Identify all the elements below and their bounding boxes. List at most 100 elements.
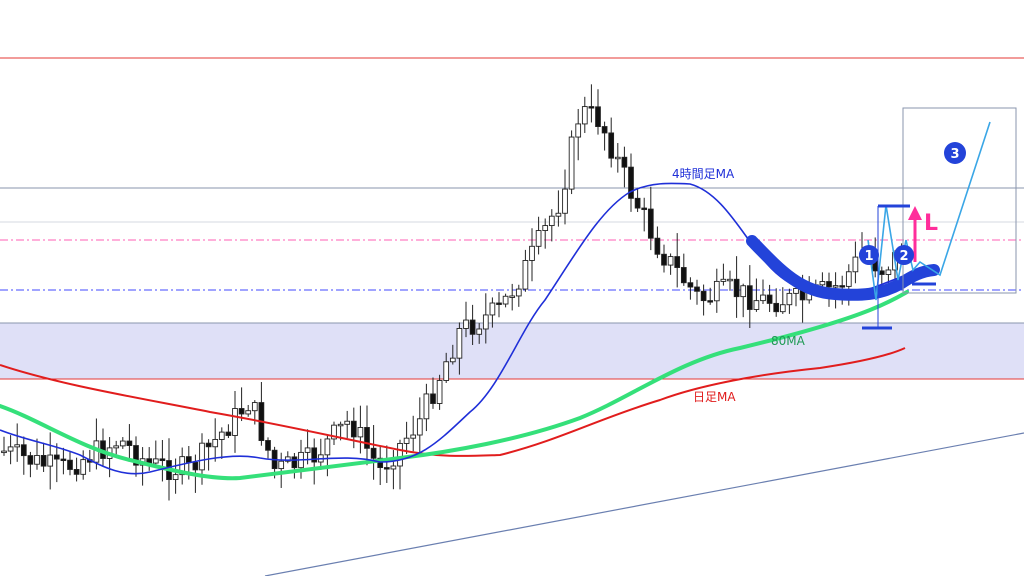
candle-body xyxy=(522,260,529,290)
candle-body xyxy=(60,458,67,462)
candle-body xyxy=(40,454,47,467)
candle-body xyxy=(469,319,476,335)
candle-body xyxy=(73,469,80,475)
candle-body xyxy=(832,285,839,288)
candle-body xyxy=(496,302,502,305)
candle-body xyxy=(839,285,846,288)
candle-body xyxy=(192,461,199,471)
candle-body xyxy=(456,328,463,359)
step-marker-3: 3 xyxy=(944,142,966,164)
trend-line xyxy=(264,432,1024,576)
80ma-line xyxy=(0,290,909,481)
candle-body xyxy=(311,447,318,463)
candle-body xyxy=(397,442,403,467)
candle-body xyxy=(324,438,331,456)
candle-body xyxy=(278,460,285,470)
candle-body xyxy=(482,314,489,330)
step-3-label: 3 xyxy=(950,147,959,162)
candle-body xyxy=(364,427,370,449)
candle-body xyxy=(779,304,786,313)
candle-body xyxy=(238,408,245,415)
candle-body xyxy=(878,270,885,275)
candle-body xyxy=(47,454,54,467)
candle-body xyxy=(185,456,192,463)
candle-body xyxy=(489,302,496,316)
candle-body xyxy=(449,357,456,363)
candle-body xyxy=(614,156,621,160)
candle-body xyxy=(694,286,700,292)
candle-body xyxy=(205,442,212,448)
candle-body xyxy=(555,212,562,217)
candle-body xyxy=(383,467,390,470)
candle-body xyxy=(826,281,832,288)
candle-body xyxy=(350,420,357,438)
candle-body xyxy=(377,457,384,469)
candle-body xyxy=(443,361,450,381)
candle-body xyxy=(707,300,714,303)
candle-body xyxy=(245,410,252,415)
candle-body xyxy=(601,126,608,134)
candle-body xyxy=(852,256,859,273)
candle-body xyxy=(251,402,258,412)
candle-body xyxy=(588,106,595,109)
candle-body xyxy=(172,474,179,481)
candle-body xyxy=(727,278,733,282)
candle-body xyxy=(159,458,166,462)
candle-body xyxy=(423,393,430,420)
candle-body xyxy=(344,420,351,425)
daily-ma-line xyxy=(0,347,906,457)
candle-body xyxy=(284,456,291,462)
candle-body xyxy=(647,208,654,239)
candle-body xyxy=(581,106,588,125)
candle-body xyxy=(1,450,7,454)
step-marker-1: 1 xyxy=(859,245,879,265)
candle-body xyxy=(733,278,740,298)
candle-body xyxy=(786,292,793,306)
candle-body xyxy=(463,319,469,329)
candle-body xyxy=(740,285,747,298)
candle-body xyxy=(53,454,60,460)
candle-body xyxy=(654,237,661,255)
candle-body xyxy=(133,445,139,466)
candle-body xyxy=(218,431,225,440)
candle-body xyxy=(27,455,34,465)
candle-body xyxy=(390,465,397,470)
candle-body xyxy=(34,454,40,465)
candle-body xyxy=(680,267,687,284)
candle-body xyxy=(152,458,159,464)
candle-body xyxy=(575,123,582,138)
candle-body xyxy=(667,256,674,266)
candle-body xyxy=(14,444,21,448)
step-2-label: 2 xyxy=(899,249,908,264)
candle-body xyxy=(713,280,720,302)
candle-body xyxy=(621,156,628,168)
step-1-label: 1 xyxy=(864,249,873,264)
candle-body xyxy=(746,285,753,310)
candle-body xyxy=(700,290,707,302)
highlighted-4h-ma-curve xyxy=(746,235,940,301)
candle-body xyxy=(766,294,773,304)
candle-body xyxy=(67,459,73,470)
80ma-label: 80MA xyxy=(771,334,806,348)
step-marker-2: 2 xyxy=(894,245,914,265)
candle-body xyxy=(225,431,232,436)
candle-body xyxy=(7,446,14,452)
candle-body xyxy=(119,440,126,447)
candle-body xyxy=(529,245,535,261)
candle-body xyxy=(542,225,549,232)
candle-body xyxy=(845,271,852,287)
candle-body xyxy=(410,434,417,439)
candlesticks xyxy=(1,84,905,501)
candle-body xyxy=(265,440,271,451)
candle-body xyxy=(608,132,615,159)
candle-body xyxy=(548,215,555,227)
entry-mark-label: L xyxy=(924,211,938,236)
candle-body xyxy=(232,408,238,436)
candle-body xyxy=(113,445,120,449)
candle-body xyxy=(674,256,681,268)
candle-body xyxy=(753,300,760,310)
candle-body xyxy=(760,294,766,302)
candle-body xyxy=(568,136,575,190)
scenario-path xyxy=(867,121,991,301)
